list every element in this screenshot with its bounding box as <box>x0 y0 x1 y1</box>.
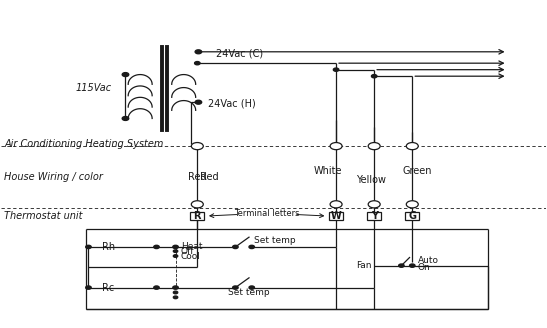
Circle shape <box>371 74 377 78</box>
Circle shape <box>410 264 415 267</box>
Text: Set temp: Set temp <box>254 236 296 245</box>
Text: Green: Green <box>403 166 433 175</box>
Text: W: W <box>331 211 341 221</box>
Circle shape <box>173 245 178 249</box>
Circle shape <box>173 286 178 289</box>
Circle shape <box>249 286 254 289</box>
Text: Yellow: Yellow <box>357 175 387 185</box>
Circle shape <box>232 286 238 289</box>
Circle shape <box>368 143 380 150</box>
Circle shape <box>173 250 178 253</box>
Text: Red: Red <box>200 172 219 182</box>
Text: G: G <box>408 211 416 221</box>
Circle shape <box>330 143 342 150</box>
Text: Rc: Rc <box>102 283 114 293</box>
Circle shape <box>191 143 203 150</box>
Circle shape <box>330 201 342 208</box>
Circle shape <box>86 245 91 249</box>
Text: Red: Red <box>188 172 207 182</box>
Circle shape <box>154 245 159 249</box>
Circle shape <box>154 286 159 289</box>
Text: Fan: Fan <box>356 261 371 270</box>
Circle shape <box>249 245 254 249</box>
Bar <box>190 212 205 220</box>
Text: 24Vac (C): 24Vac (C) <box>217 49 264 58</box>
Circle shape <box>406 143 418 150</box>
Bar <box>367 212 381 220</box>
Text: 24Vac (H): 24Vac (H) <box>208 99 256 109</box>
Text: On: On <box>418 263 430 272</box>
Text: R: R <box>194 211 201 221</box>
Circle shape <box>406 201 418 208</box>
Text: House Wiring / color: House Wiring / color <box>4 172 103 182</box>
Text: Thermostat unit: Thermostat unit <box>4 211 83 221</box>
Circle shape <box>173 255 178 257</box>
Circle shape <box>173 291 178 294</box>
Circle shape <box>333 68 339 71</box>
Circle shape <box>122 72 129 76</box>
Circle shape <box>232 245 238 249</box>
Text: 115Vac: 115Vac <box>76 83 112 92</box>
Circle shape <box>368 201 380 208</box>
Circle shape <box>173 296 178 298</box>
Text: Air Conditioning Heating System: Air Conditioning Heating System <box>4 139 164 150</box>
Circle shape <box>122 116 129 120</box>
Text: Y: Y <box>371 211 377 221</box>
Text: Rh: Rh <box>102 242 115 252</box>
Text: Heat: Heat <box>181 242 202 252</box>
Text: Set temp: Set temp <box>228 288 270 297</box>
Text: Auto: Auto <box>418 256 439 265</box>
Text: Terminal letters: Terminal letters <box>234 209 299 218</box>
Bar <box>329 212 343 220</box>
Text: Cool: Cool <box>181 252 201 260</box>
Circle shape <box>399 264 404 267</box>
Circle shape <box>86 286 91 289</box>
Circle shape <box>195 100 202 104</box>
Circle shape <box>195 62 200 65</box>
Text: Off: Off <box>181 247 195 256</box>
Text: White: White <box>313 166 342 175</box>
Bar <box>405 212 420 220</box>
Circle shape <box>195 50 202 54</box>
Circle shape <box>191 201 203 208</box>
